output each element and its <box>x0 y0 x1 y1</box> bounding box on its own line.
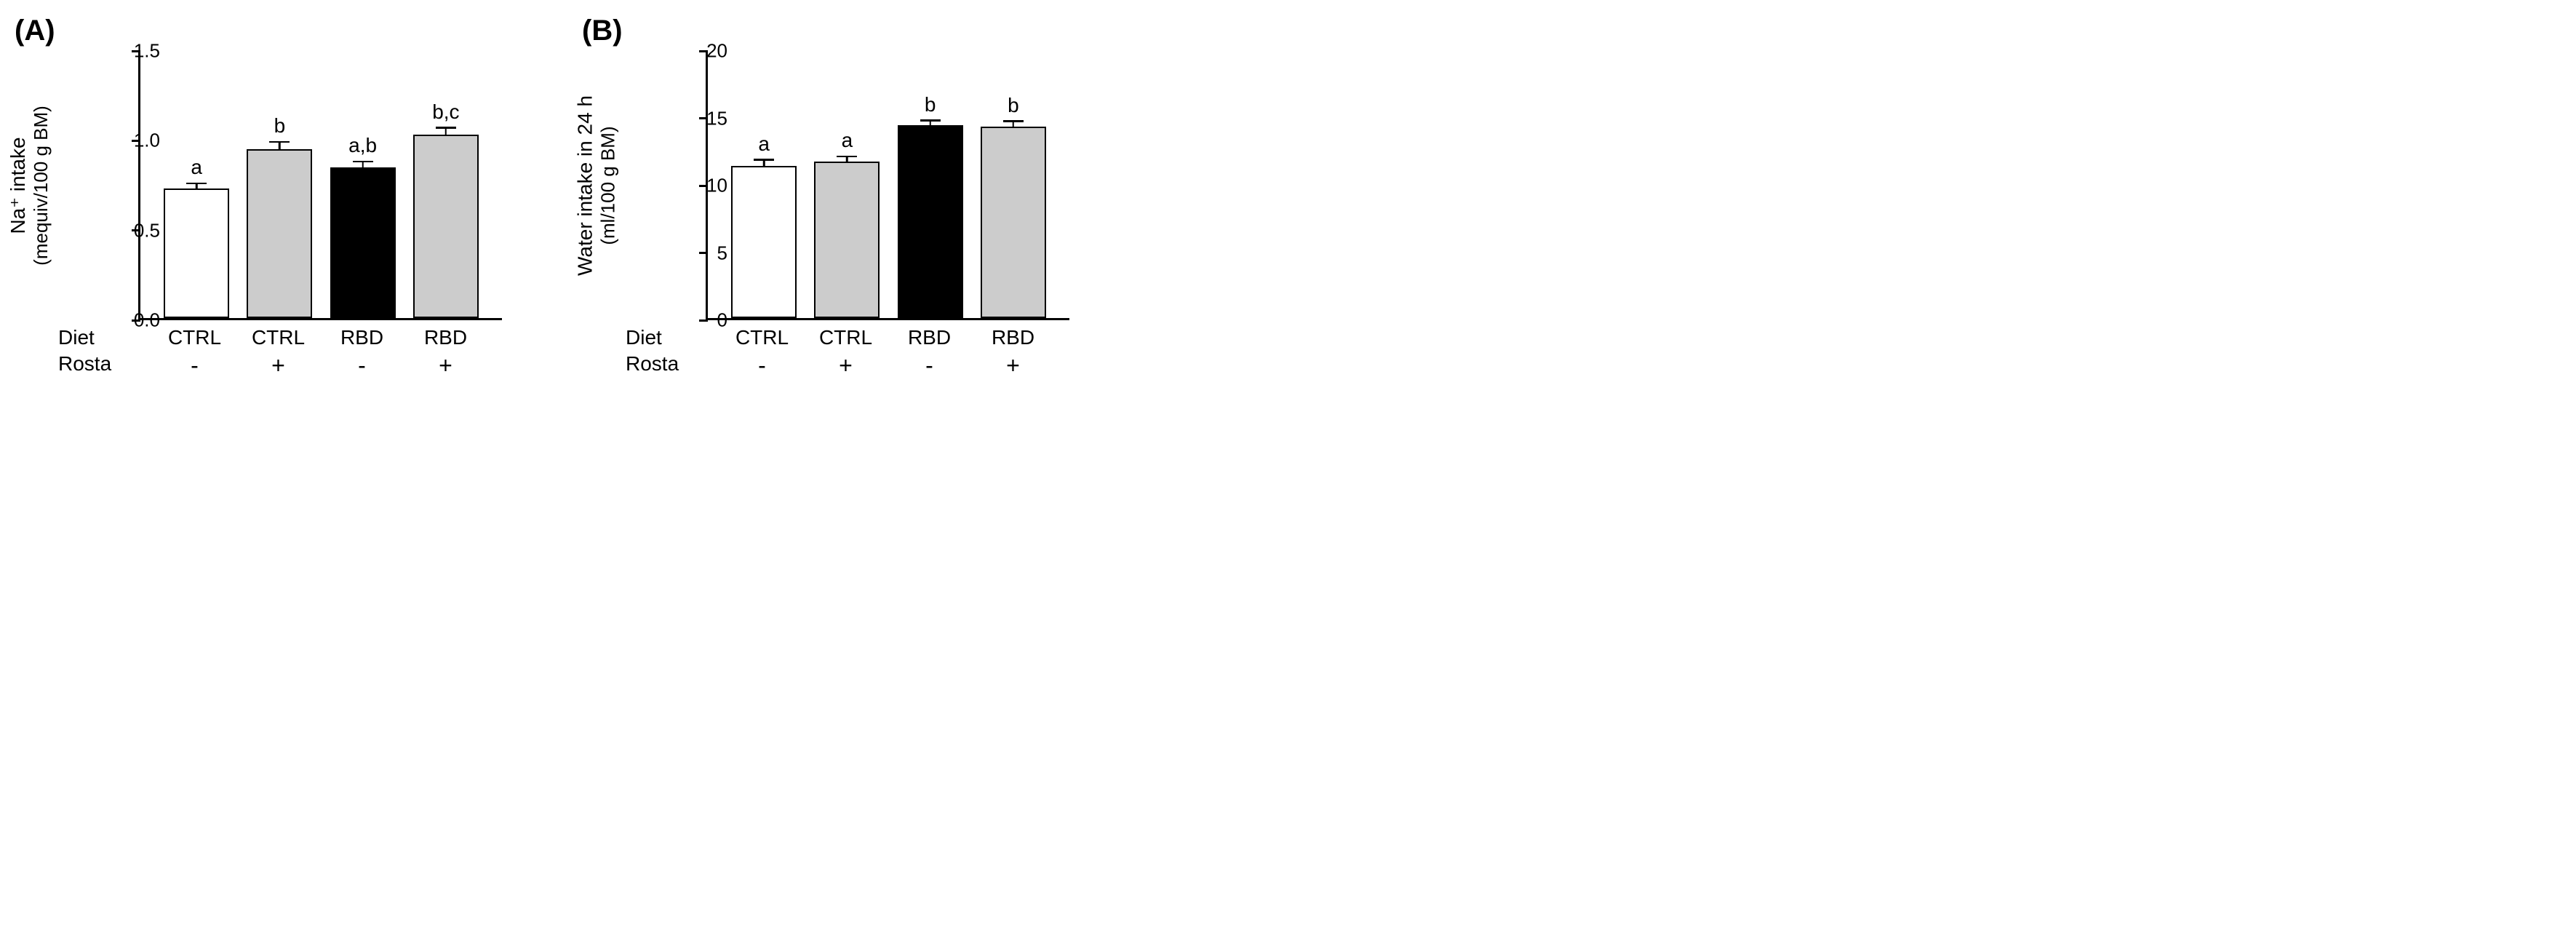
diet-label: RBD <box>981 326 1046 349</box>
y-tick <box>699 319 708 322</box>
error-bar <box>763 160 765 166</box>
rosta-label: - <box>730 352 795 379</box>
bar-group: b,c <box>413 135 479 318</box>
row-header-diet: Diet <box>626 326 662 349</box>
significance-label: b <box>274 114 286 138</box>
rosta-label: - <box>162 352 228 379</box>
y-tick <box>132 50 140 52</box>
error-cap <box>186 183 207 185</box>
panel-label: (A) <box>15 15 55 47</box>
bar <box>898 125 963 318</box>
diet-label: CTRL <box>162 326 228 349</box>
bar <box>413 135 479 318</box>
y-tick <box>699 50 708 52</box>
y-tick <box>132 229 140 231</box>
error-cap <box>269 141 290 143</box>
rosta-row: -+-+ <box>706 352 1069 379</box>
diet-label: RBD <box>897 326 962 349</box>
significance-label: a,b <box>348 134 377 157</box>
error-cap <box>436 127 456 129</box>
error-bar <box>362 162 364 167</box>
bars-container: aba,bb,c <box>140 51 502 318</box>
chart-panel: (B)05101520Water intake in 24 h(ml/100 g… <box>582 15 1106 422</box>
rosta-label: + <box>813 352 879 379</box>
significance-label: b <box>1008 94 1019 117</box>
y-tick <box>132 140 140 142</box>
plot-area: aabb <box>706 51 1069 320</box>
rosta-row: -+-+ <box>138 352 502 379</box>
x-labels: CTRLCTRLRBDRBD-+-+ <box>138 326 502 379</box>
error-cap <box>1003 120 1024 122</box>
x-labels: CTRLCTRLRBDRBD-+-+ <box>706 326 1069 379</box>
rosta-label: + <box>981 352 1046 379</box>
bar-group: a <box>164 188 229 318</box>
error-cap <box>920 119 941 122</box>
error-bar <box>846 156 848 162</box>
diet-label: RBD <box>330 326 395 349</box>
bar-group: a <box>731 166 797 318</box>
y-axis-label: Na⁺ intake(mequiv/100 g BM) <box>6 106 52 266</box>
significance-label: b,c <box>432 100 459 124</box>
bar <box>814 162 880 318</box>
row-header-rosta: Rosta <box>626 352 679 376</box>
bar <box>981 127 1046 318</box>
diet-label: CTRL <box>730 326 795 349</box>
row-header-rosta: Rosta <box>58 352 111 376</box>
bar-group: b <box>898 125 963 318</box>
error-bar <box>1013 122 1015 127</box>
rosta-label: + <box>246 352 311 379</box>
significance-label: a <box>842 129 853 152</box>
y-tick <box>699 252 708 254</box>
error-bar <box>445 128 447 135</box>
error-cap <box>837 156 857 158</box>
bar <box>330 167 396 318</box>
rosta-label: + <box>413 352 479 379</box>
bar <box>731 166 797 318</box>
significance-label: a <box>758 132 770 156</box>
diet-row: CTRL CTRL RBD RBD <box>138 326 502 349</box>
bar-group: a <box>814 162 880 318</box>
error-bar <box>196 183 198 188</box>
y-tick <box>699 185 708 187</box>
plot-area: aba,bb,c <box>138 51 502 320</box>
diet-label: CTRL <box>246 326 311 349</box>
error-bar <box>279 142 281 149</box>
chart-panel: (A)0.00.51.01.5Na⁺ intake(mequiv/100 g B… <box>15 15 538 422</box>
y-tick <box>699 117 708 119</box>
bar-group: b <box>981 127 1046 318</box>
diet-label: CTRL <box>813 326 879 349</box>
y-tick <box>132 319 140 322</box>
panel-label: (B) <box>582 15 623 47</box>
rosta-label: - <box>897 352 962 379</box>
significance-label: b <box>925 93 936 116</box>
bar-group: b <box>247 149 312 318</box>
bars-container: aabb <box>708 51 1069 318</box>
diet-label: RBD <box>413 326 479 349</box>
significance-label: a <box>191 156 202 179</box>
row-header-diet: Diet <box>58 326 95 349</box>
bar <box>164 188 229 318</box>
diet-row: CTRL CTRL RBD RBD <box>706 326 1069 349</box>
error-cap <box>754 159 774 161</box>
error-cap <box>353 161 373 163</box>
rosta-label: - <box>330 352 395 379</box>
bar-group: a,b <box>330 167 396 318</box>
bar <box>247 149 312 318</box>
y-axis-label: Water intake in 24 h(ml/100 g BM) <box>574 95 620 276</box>
